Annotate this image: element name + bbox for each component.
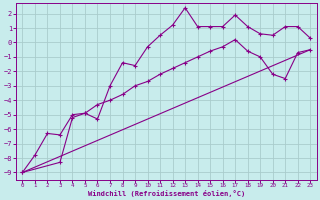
X-axis label: Windchill (Refroidissement éolien,°C): Windchill (Refroidissement éolien,°C) <box>88 190 245 197</box>
